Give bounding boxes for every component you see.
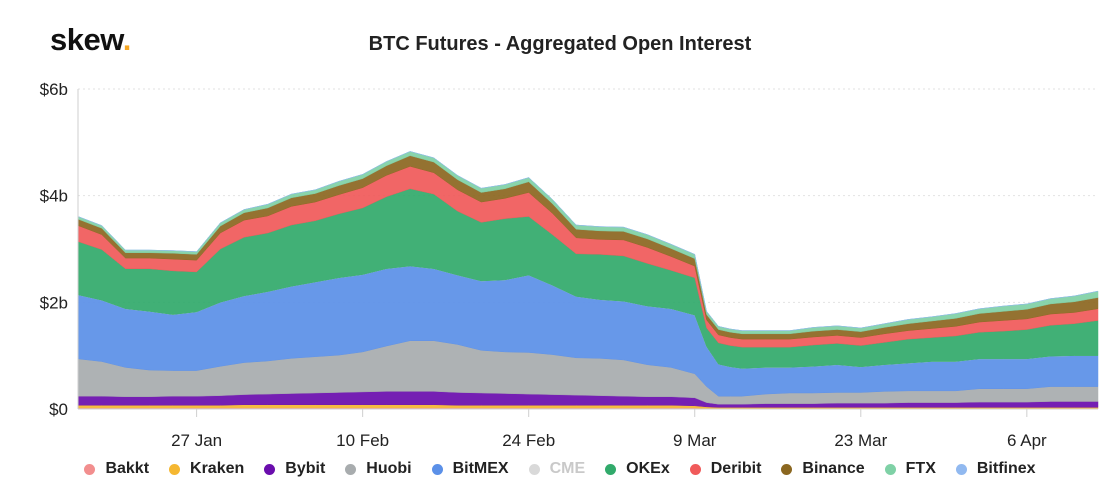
y-tick-label: $2b (40, 293, 68, 312)
legend-item-deribit[interactable]: Deribit (689, 460, 762, 478)
x-tick-label: 27 Jan (171, 431, 222, 450)
legend-item-bybit[interactable]: Bybit (264, 460, 325, 478)
legend-item-bakkt[interactable]: Bakkt (84, 460, 149, 478)
x-tick-label: 10 Feb (336, 431, 389, 450)
legend-swatch (955, 463, 967, 475)
legend-swatch (689, 463, 701, 475)
chart-title: BTC Futures - Aggregated Open Interest (368, 33, 752, 55)
legend-swatch (84, 463, 96, 475)
legend-item-huobi[interactable]: Huobi (345, 460, 412, 478)
area-series (77, 151, 1099, 410)
legend-label: Bybit (285, 460, 326, 477)
legend-label: FTX (905, 460, 936, 477)
legend: Bakkt Kraken Bybit Huobi BitMEX CME OKEx Deribi… (0, 460, 1120, 478)
legend-label: Bitfinex (976, 460, 1036, 477)
legend-swatch (345, 463, 357, 475)
x-tick-label: 9 Mar (673, 431, 717, 450)
legend-swatch (169, 463, 181, 475)
y-tick-label: $6b (40, 80, 68, 99)
legend-label: BitMEX (452, 460, 509, 477)
legend-item-cme[interactable]: CME (528, 460, 586, 478)
legend-swatch (781, 463, 793, 475)
legend-label: OKEx (626, 460, 670, 477)
x-tick-label: 23 Mar (834, 431, 887, 450)
legend-swatch (884, 463, 896, 475)
legend-swatch (431, 463, 443, 475)
legend-label: Deribit (710, 460, 762, 477)
legend-label: Huobi (366, 460, 412, 477)
axes: $0 $2b $4b $6b 27 Jan 10 Feb 24 Feb 9 Mar 23 Mar… (40, 80, 1098, 450)
legend-label: Binance (802, 460, 865, 477)
legend-item-kraken[interactable]: Kraken (169, 460, 244, 478)
legend-swatch (264, 463, 276, 475)
legend-item-ftx[interactable]: FTX (884, 460, 936, 478)
legend-item-bitmex[interactable]: BitMEX (431, 460, 509, 478)
legend-label: Bakkt (105, 460, 150, 477)
legend-item-bitfinex[interactable]: Bitfinex (955, 460, 1036, 478)
legend-swatch (528, 463, 540, 475)
legend-item-binance[interactable]: Binance (781, 460, 865, 478)
x-tick-label: 6 Apr (1007, 431, 1047, 450)
y-tick-label: $0 (49, 400, 68, 419)
x-tick-label: 24 Feb (502, 431, 555, 450)
legend-label: Kraken (190, 460, 245, 477)
legend-label: CME (549, 460, 586, 477)
legend-swatch (605, 463, 617, 475)
skew-logo: skew. (50, 22, 131, 57)
y-tick-label: $4b (40, 187, 68, 206)
legend-item-okex[interactable]: OKEx (605, 460, 670, 478)
